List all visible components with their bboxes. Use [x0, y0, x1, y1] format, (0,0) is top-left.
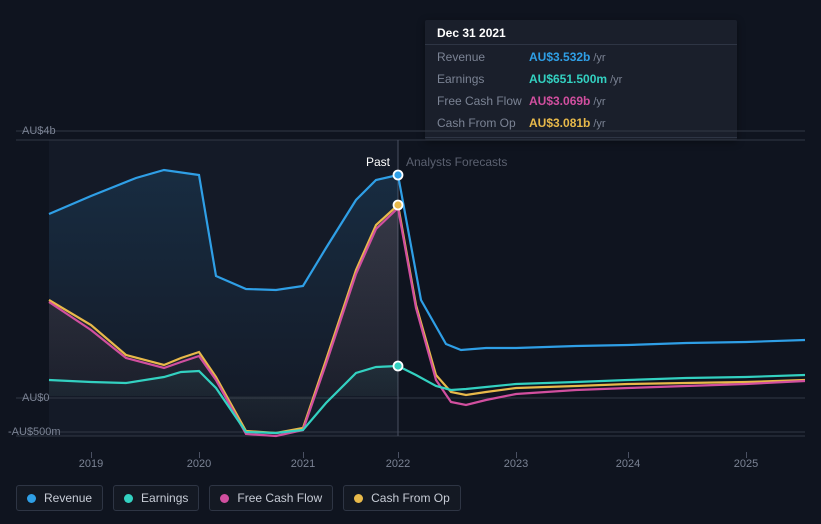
- x-axis-label: 2023: [504, 458, 528, 470]
- x-axis: 2019 2020 2021 2022 2023 2024 2025: [16, 452, 805, 470]
- tooltip-title: Dec 31 2021: [425, 26, 737, 45]
- chart-plot: [16, 130, 805, 440]
- tooltip-row-label: Earnings: [437, 71, 529, 88]
- legend-swatch: [354, 494, 363, 503]
- x-axis-label: 2025: [734, 458, 758, 470]
- tooltip-row-unit: /yr: [593, 94, 605, 111]
- tooltip-row: RevenueAU$3.532b/yr: [425, 47, 737, 69]
- chart-tooltip: Dec 31 2021 RevenueAU$3.532b/yrEarningsA…: [425, 20, 737, 140]
- x-axis-label: 2022: [386, 458, 410, 470]
- tooltip-row-unit: /yr: [610, 72, 622, 89]
- legend-swatch: [124, 494, 133, 503]
- legend-label: Revenue: [44, 491, 92, 505]
- y-axis-label: AU$4b: [22, 125, 56, 137]
- section-label-past: Past: [366, 155, 390, 169]
- legend-swatch: [27, 494, 36, 503]
- x-axis-label: 2020: [187, 458, 211, 470]
- x-axis-label: 2021: [291, 458, 315, 470]
- legend-item[interactable]: Earnings: [113, 485, 199, 511]
- section-label-forecast: Analysts Forecasts: [406, 155, 507, 169]
- x-axis-label: 2024: [616, 458, 640, 470]
- legend-label: Earnings: [141, 491, 188, 505]
- legend-item[interactable]: Free Cash Flow: [209, 485, 333, 511]
- tooltip-row-value: AU$3.532b: [529, 49, 590, 66]
- tooltip-row-unit: /yr: [593, 50, 605, 67]
- legend-swatch: [220, 494, 229, 503]
- tooltip-row: EarningsAU$651.500m/yr: [425, 69, 737, 91]
- legend-item[interactable]: Revenue: [16, 485, 103, 511]
- tooltip-row: Free Cash FlowAU$3.069b/yr: [425, 91, 737, 113]
- tooltip-row-label: Revenue: [437, 49, 529, 66]
- legend-label: Cash From Op: [371, 491, 450, 505]
- y-axis-label: -AU$500m: [8, 426, 61, 438]
- tooltip-row-value: AU$3.069b: [529, 93, 590, 110]
- tooltip-row-value: AU$651.500m: [529, 71, 607, 88]
- chart-legend: Revenue Earnings Free Cash Flow Cash From O…: [16, 485, 461, 511]
- x-axis-label: 2019: [79, 458, 103, 470]
- y-axis-label: AU$0: [22, 392, 50, 404]
- financials-chart: AU$4bAU$0-AU$500m Past Analysts Forecast…: [16, 130, 805, 440]
- legend-item[interactable]: Cash From Op: [343, 485, 461, 511]
- tooltip-row-label: Free Cash Flow: [437, 93, 529, 110]
- legend-label: Free Cash Flow: [237, 491, 322, 505]
